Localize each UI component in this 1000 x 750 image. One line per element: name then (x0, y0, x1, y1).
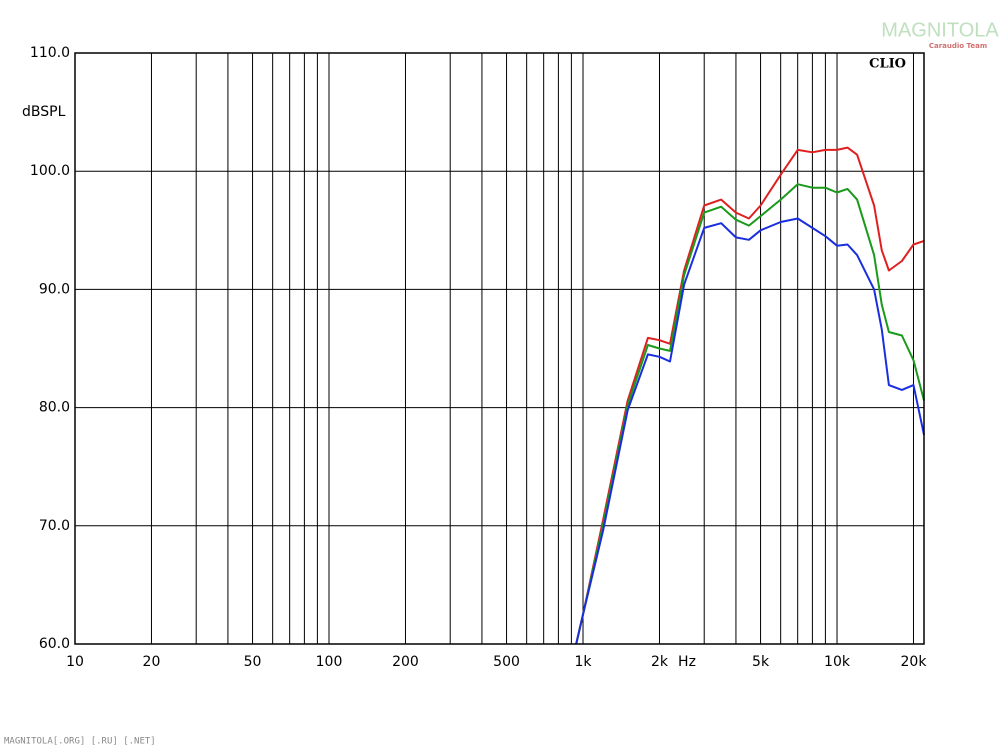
x-tick-label: 1k (575, 654, 593, 670)
y-axis-label: dBSPL (22, 104, 66, 120)
watermark-sub: Caraudio Team (929, 42, 987, 50)
x-tick-label: 20k (901, 654, 928, 670)
y-tick-label: 60.0 (39, 636, 70, 652)
x-tick-label: 10k (824, 654, 851, 670)
x-tick-label: 5k (752, 654, 770, 670)
plot-frame (74, 52, 925, 645)
x-unit: Hz (678, 654, 696, 670)
x-tick-label: 2k (651, 654, 669, 670)
response-curve (575, 217, 925, 645)
response-curve (575, 146, 925, 645)
x-tick-label: 50 (244, 654, 262, 670)
x-tick-label: 200 (392, 654, 419, 670)
x-tick-label: 10 (66, 654, 84, 670)
y-tick-label: 90.0 (39, 281, 70, 297)
response-curve (575, 183, 925, 645)
watermark: MAGNITOLA (881, 19, 999, 41)
y-tick-label: 100.0 (30, 163, 70, 179)
footer: MAGNITOLA[.ORG] [.RU] [.NET] (4, 737, 156, 747)
x-tick-label: 20 (143, 654, 161, 670)
x-tick-label: 100 (316, 654, 343, 670)
curves (575, 146, 925, 645)
y-tick-label: 80.0 (39, 400, 70, 416)
y-tick-label: 110.0 (30, 45, 70, 61)
brand: CLIO (869, 57, 906, 72)
x-tick-label: 500 (493, 654, 520, 670)
y-tick-label: 70.0 (39, 518, 70, 534)
